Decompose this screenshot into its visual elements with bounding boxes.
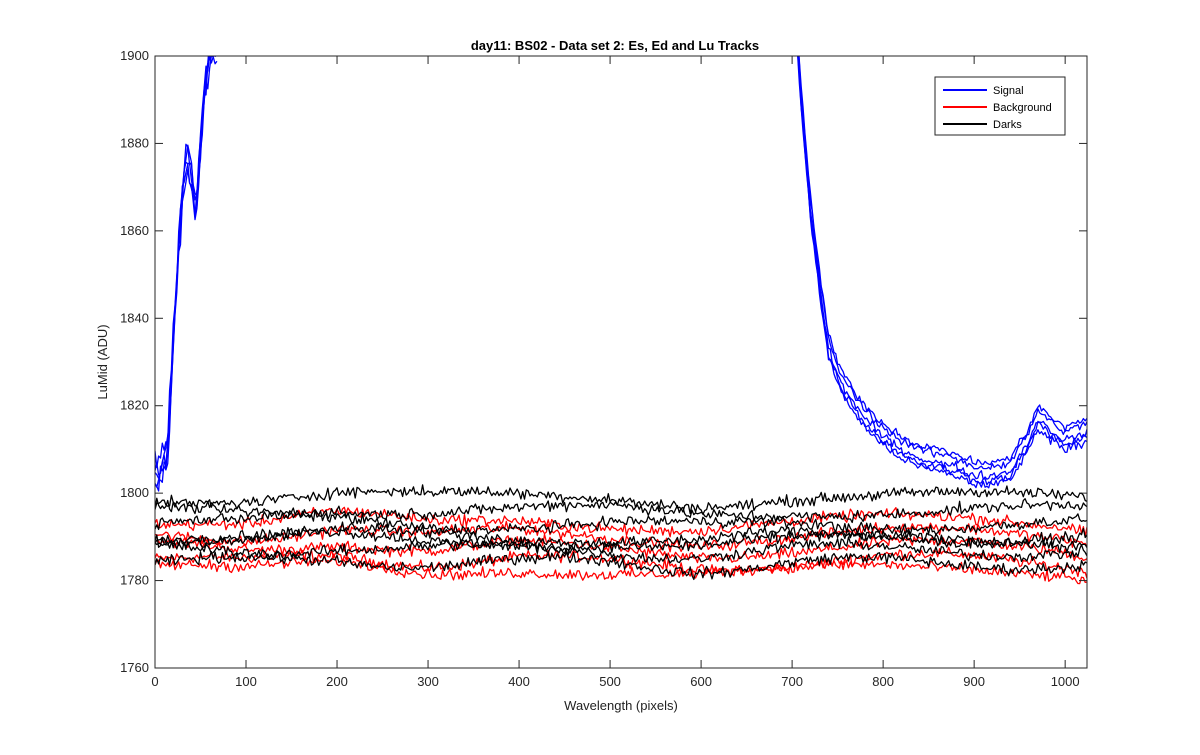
legend-label-signal: Signal — [993, 85, 1024, 97]
legend-label-darks: Darks — [993, 119, 1022, 131]
x-tick-label: 500 — [599, 674, 621, 689]
chart-title: day11: BS02 - Data set 2: Es, Ed and Lu … — [471, 38, 759, 53]
series-line-signal-4-1 — [798, 56, 1087, 466]
series-line-darks-1-0 — [155, 536, 1087, 564]
y-tick-label: 1900 — [120, 48, 149, 63]
series-line-background-1-0 — [155, 533, 1087, 564]
x-tick-label: 100 — [235, 674, 257, 689]
y-tick-label: 1800 — [120, 485, 149, 500]
y-tick-label: 1840 — [120, 310, 149, 325]
x-tick-label: 200 — [326, 674, 348, 689]
series-line-darks-3-0 — [155, 509, 1087, 537]
y-tick-label: 1860 — [120, 223, 149, 238]
series-line-darks-0-0 — [155, 550, 1087, 581]
x-tick-label: 400 — [508, 674, 530, 689]
x-tick-label: 0 — [151, 674, 158, 689]
series-line-darks-2-0 — [155, 521, 1087, 550]
series-line-signal-3-1 — [797, 56, 1087, 486]
y-tick-label: 1880 — [120, 135, 149, 150]
series-line-background-3-0 — [155, 506, 1087, 538]
x-tick-label: 300 — [417, 674, 439, 689]
series-line-signal-2-1 — [798, 56, 1087, 470]
series-line-darks-4-0 — [155, 497, 1087, 524]
y-tick-label: 1820 — [120, 398, 149, 413]
legend: Signal Background Darks — [934, 76, 1066, 136]
legend-label-background: Background — [993, 102, 1052, 114]
plot-lines — [155, 56, 1087, 585]
y-tick-label: 1780 — [120, 573, 149, 588]
series-line-darks-5-0 — [155, 484, 1087, 515]
axes: 0 100 200 300 400 500 600 700 800 900 1000 1760 1780… — [120, 48, 1088, 689]
y-tick-label: 1760 — [120, 660, 149, 675]
x-tick-label: 1000 — [1051, 674, 1080, 689]
x-tick-label: 900 — [963, 674, 985, 689]
y-axis-label: LuMid (ADU) — [95, 324, 110, 399]
x-tick-label: 800 — [872, 674, 894, 689]
x-axis-label: Wavelength (pixels) — [564, 698, 678, 713]
x-tick-label: 700 — [781, 674, 803, 689]
plot-frame — [154, 55, 1088, 669]
x-tick-label: 600 — [690, 674, 712, 689]
series-line-darks-6-0 — [155, 525, 1087, 556]
series-line-signal-4-0 — [155, 56, 210, 469]
